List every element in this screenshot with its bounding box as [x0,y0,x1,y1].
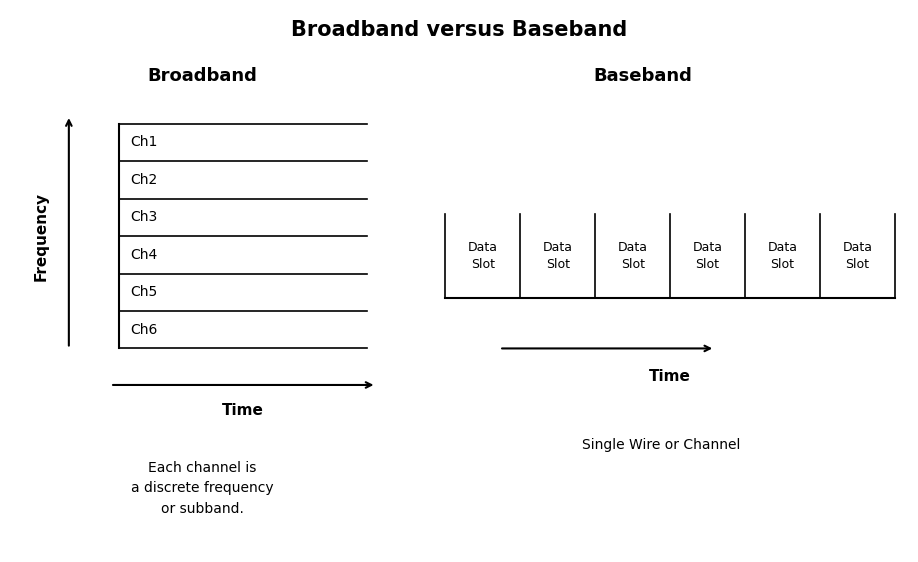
Text: Frequency: Frequency [34,192,49,280]
Text: Ch1: Ch1 [130,135,158,149]
Text: Ch2: Ch2 [130,173,158,187]
Text: Data
Slot: Data Slot [692,241,722,271]
Text: Data
Slot: Data Slot [543,241,573,271]
Text: Ch3: Ch3 [130,210,158,224]
Text: Data
Slot: Data Slot [767,241,798,271]
Text: Ch6: Ch6 [130,323,158,337]
Text: Broadband versus Baseband: Broadband versus Baseband [291,20,627,40]
Text: Single Wire or Channel: Single Wire or Channel [582,438,740,452]
Text: Data
Slot: Data Slot [618,241,648,271]
Text: Baseband: Baseband [593,67,692,85]
Text: Data
Slot: Data Slot [467,241,498,271]
Text: Time: Time [222,403,264,418]
Text: Ch5: Ch5 [130,285,158,299]
Text: Broadband: Broadband [147,67,257,85]
Text: Data
Slot: Data Slot [843,241,873,271]
Text: Each channel is
a discrete frequency
or subband.: Each channel is a discrete frequency or … [130,461,274,516]
Text: Ch4: Ch4 [130,248,158,262]
Text: Time: Time [649,369,691,384]
